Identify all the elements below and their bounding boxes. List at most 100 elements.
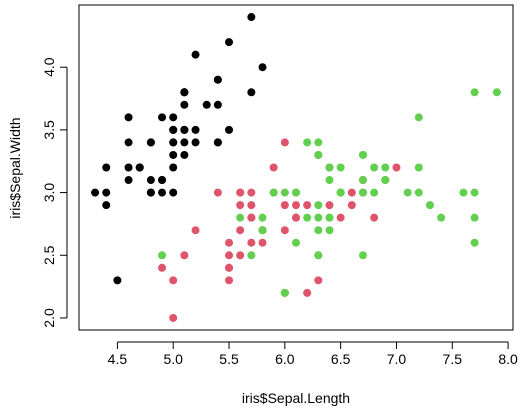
point [225,238,234,247]
y-tick-label: 3.0 [41,183,57,203]
point [102,163,111,172]
point [381,176,390,185]
point [225,251,234,260]
x-tick-label: 6.0 [275,351,295,367]
point [370,163,379,172]
point [191,125,200,134]
point [135,163,144,172]
point [303,213,312,222]
x-tick-label: 5.5 [219,351,239,367]
point [225,38,234,47]
plot-frame [78,4,514,331]
point [370,188,379,197]
point [124,138,133,147]
point [370,213,379,222]
point [213,100,222,109]
point [169,125,178,134]
point [292,213,300,222]
point [292,201,300,210]
point [247,251,256,260]
point [191,226,200,235]
x-tick-label: 7.5 [443,351,463,367]
point [225,263,234,272]
point [336,163,345,172]
point [325,163,334,172]
y-tick-label: 2.0 [41,308,57,328]
x-axis-label: iris$Sepal.Length [242,390,350,406]
point [169,163,178,172]
x-tick-label: 4.5 [108,351,128,367]
point [325,226,334,235]
point [381,163,390,172]
point [247,13,256,22]
point [213,138,222,147]
point [236,213,245,222]
x-tick-label: 7.0 [387,351,407,367]
point [336,188,345,197]
point [325,201,334,210]
point [213,75,222,84]
point [236,226,245,235]
point [470,188,479,197]
point [169,113,178,122]
point [158,263,167,272]
point [358,188,367,197]
x-tick-label: 6.5 [331,351,351,367]
point [158,188,167,197]
point [325,176,334,185]
point [258,213,267,222]
x-tick-label: 5.0 [163,351,183,367]
point [314,138,323,147]
point [325,213,334,222]
point [247,188,256,197]
point [347,188,356,197]
point [303,138,312,147]
point [280,138,289,147]
point [169,276,178,285]
point [169,313,178,322]
x-tick-label: 8.0 [498,351,518,367]
point [236,251,245,260]
point [236,188,245,197]
y-tick-label: 4.0 [41,57,57,77]
y-axis-label: iris$Sepal.Width [7,117,23,218]
point [437,213,446,222]
point [146,188,155,197]
point [247,238,256,247]
point [459,188,468,197]
point [258,226,267,235]
point [213,188,222,197]
point [358,150,367,159]
point [269,163,278,172]
point [124,163,133,172]
point [425,201,434,210]
point [258,238,267,247]
point [314,226,323,235]
point [180,88,189,97]
point [113,276,122,285]
point [225,125,234,134]
point [146,138,155,147]
point [146,176,155,185]
point [347,201,356,210]
y-tick-label: 3.5 [41,120,57,140]
point [180,100,189,109]
point [158,113,167,122]
point [158,176,167,185]
point [403,188,412,197]
point [247,88,256,97]
point [303,201,312,210]
point [247,201,256,210]
point [280,288,289,297]
point [169,138,178,147]
point [169,188,178,197]
point [180,150,189,159]
y-tick-label: 2.5 [41,245,57,265]
point [470,88,479,97]
point [258,63,267,72]
point [225,276,234,285]
point [158,251,167,260]
point [470,213,479,222]
point [102,201,111,210]
